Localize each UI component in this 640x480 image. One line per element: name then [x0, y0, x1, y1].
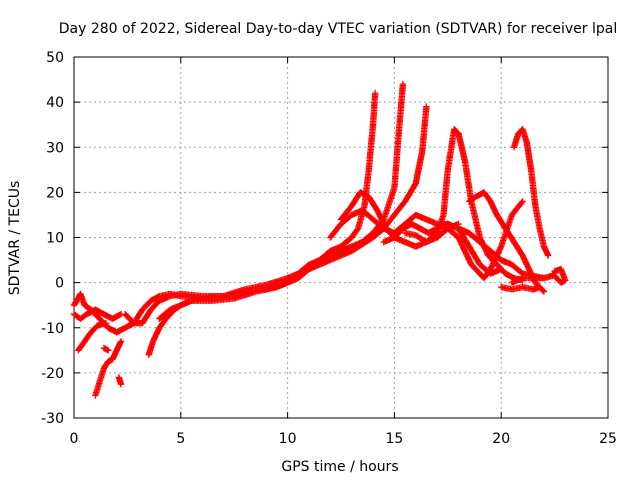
- series-sat-d: [92, 338, 125, 399]
- series-sat-f: [100, 344, 112, 354]
- y-tick-label: 0: [55, 276, 64, 292]
- y-tick-label: -20: [41, 366, 64, 382]
- x-tick-label: 0: [70, 431, 79, 447]
- series-sat-k: [337, 189, 505, 277]
- series-sat-p: [508, 272, 556, 286]
- series-sat-h: [145, 103, 430, 358]
- series-sat-c: [75, 320, 110, 354]
- chart-title: Day 280 of 2022, Sidereal Day-to-day VTE…: [59, 21, 617, 37]
- y-tick-label: 10: [46, 231, 64, 247]
- plus-markers: [498, 283, 543, 293]
- x-tick-label: 20: [492, 431, 510, 447]
- series-sat-o: [510, 126, 552, 259]
- plus-markers: [337, 189, 505, 277]
- series-sat-e: [115, 374, 125, 388]
- y-tick-label: 20: [46, 185, 64, 201]
- x-tick-label: 15: [385, 431, 403, 447]
- series-sat-i: [156, 295, 206, 322]
- y-tick-label: 30: [46, 140, 64, 156]
- y-tick-label: 50: [46, 50, 64, 66]
- x-axis-label: GPS time / hours: [281, 459, 398, 475]
- x-tick-label: 25: [599, 431, 617, 447]
- y-tick-label: 40: [46, 95, 64, 111]
- plus-markers: [549, 265, 569, 286]
- y-tick-label: -30: [41, 411, 64, 427]
- plus-markers: [156, 295, 206, 322]
- axis-ticks: 0 5 10 15 20 25 -30 -20 -10 0 10 20 30 40 50: [41, 50, 617, 447]
- data-points: [70, 80, 569, 399]
- plus-markers: [145, 103, 430, 358]
- plus-markers: [75, 320, 110, 354]
- plus-markers: [115, 374, 125, 388]
- series-sat-n: [466, 189, 548, 295]
- plus-markers: [92, 338, 125, 399]
- series-sat-q: [549, 265, 569, 286]
- plus-markers: [100, 344, 112, 354]
- plus-markers: [70, 306, 125, 322]
- y-tick-label: -10: [41, 321, 64, 337]
- series-sat-s: [401, 220, 462, 246]
- grid-lines: [74, 57, 608, 418]
- x-tick-label: 5: [176, 431, 185, 447]
- x-tick-label: 10: [279, 431, 297, 447]
- plus-markers: [466, 189, 548, 295]
- series-sat-r: [498, 283, 543, 293]
- y-axis-label: SDTVAR / TECUs: [7, 181, 23, 296]
- series-sat-a: [70, 306, 125, 322]
- plus-markers: [401, 220, 462, 246]
- plus-markers: [508, 272, 556, 286]
- plus-markers: [510, 126, 552, 259]
